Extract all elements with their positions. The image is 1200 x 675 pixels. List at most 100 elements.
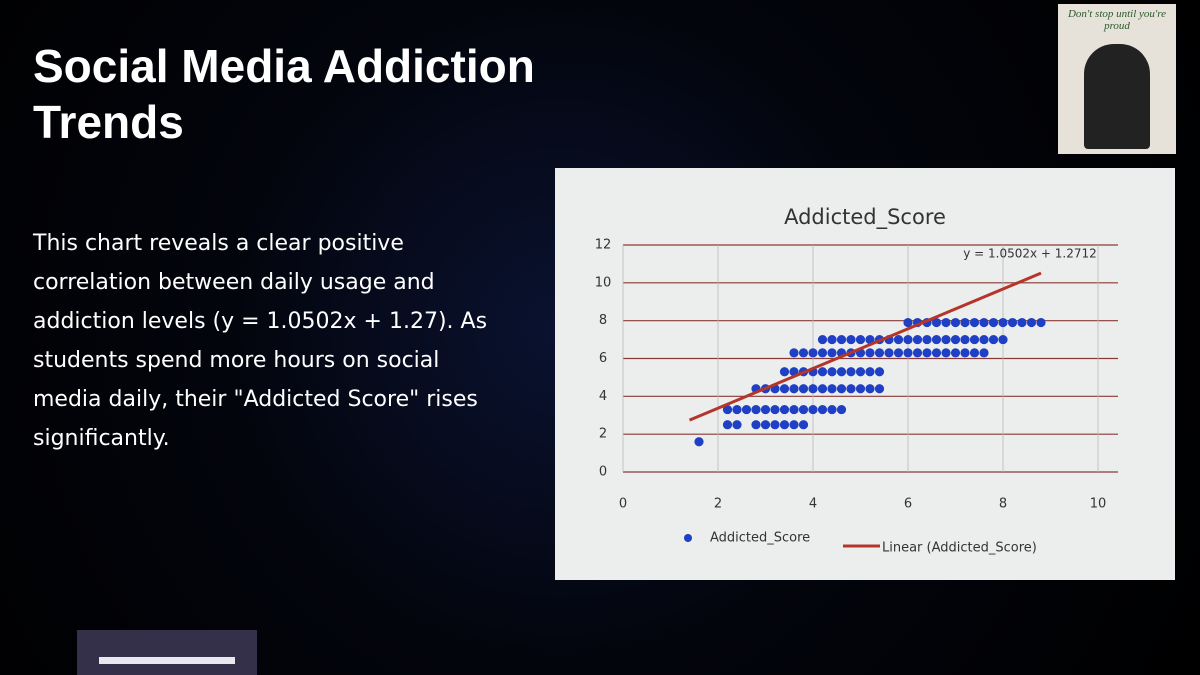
- point: [874, 367, 885, 377]
- point: [912, 334, 923, 345]
- point: [798, 384, 809, 394]
- point: [779, 404, 790, 415]
- point: [960, 334, 970, 345]
- point: [884, 348, 894, 358]
- point: [912, 348, 923, 358]
- point: [846, 334, 856, 345]
- point: [922, 348, 932, 358]
- point: [694, 437, 704, 447]
- point: [808, 384, 818, 394]
- point: [789, 348, 799, 358]
- y-tick-label: 0: [599, 465, 607, 480]
- point: [789, 384, 799, 394]
- point: [798, 348, 809, 358]
- point: [732, 404, 742, 415]
- point: [779, 384, 790, 394]
- chart-title: Addicted_Score: [784, 205, 946, 230]
- point: [1036, 317, 1046, 328]
- point: [732, 420, 742, 430]
- point: [979, 348, 989, 358]
- point: [998, 334, 1008, 345]
- point: [922, 334, 932, 345]
- point: [969, 348, 980, 358]
- legend-label: Addicted_Score: [710, 531, 810, 546]
- badge-text: Don't stop until you're proud: [1067, 8, 1167, 32]
- point: [950, 348, 961, 358]
- point: [865, 384, 875, 394]
- legend-label: Linear (Addicted_Score): [882, 541, 1037, 556]
- point: [836, 404, 847, 415]
- trendline: [688, 271, 1042, 422]
- point: [798, 404, 809, 415]
- point: [817, 367, 828, 377]
- point: [751, 404, 761, 415]
- point: [903, 348, 913, 358]
- chart-background: [555, 168, 1175, 580]
- x-tick-label: 10: [1090, 497, 1107, 512]
- point: [893, 334, 904, 345]
- point: [941, 334, 951, 345]
- slide-body: This chart reveals a clear positive corr…: [33, 231, 488, 451]
- point: [874, 384, 885, 394]
- point: [817, 348, 828, 358]
- point: [741, 404, 752, 415]
- point: [827, 334, 837, 345]
- point: [969, 334, 980, 345]
- point: [789, 420, 799, 430]
- point: [779, 420, 790, 430]
- point: [827, 384, 837, 394]
- point: [874, 348, 885, 358]
- point: [941, 317, 951, 328]
- point: [865, 348, 875, 358]
- x-tick-label: 2: [714, 497, 722, 512]
- x-tick-label: 0: [619, 497, 627, 512]
- footer-bar: [99, 657, 235, 664]
- point: [836, 384, 847, 394]
- point: [979, 317, 989, 328]
- point: [1007, 317, 1018, 328]
- point: [846, 384, 856, 394]
- y-tick-label: 2: [599, 427, 607, 442]
- legend-marker: [684, 534, 692, 542]
- y-tick-label: 10: [595, 275, 612, 290]
- x-tick-label: 8: [999, 497, 1007, 512]
- x-tick-label: 6: [904, 497, 912, 512]
- point: [836, 367, 847, 377]
- point: [950, 317, 961, 328]
- slide-title: Social Media Addiction Trends: [33, 40, 535, 148]
- x-tick-label: 4: [809, 497, 817, 512]
- point: [798, 420, 809, 430]
- point: [960, 317, 970, 328]
- point: [979, 334, 989, 345]
- footer-block: [77, 630, 257, 675]
- point: [855, 334, 866, 345]
- point: [950, 334, 961, 345]
- point: [808, 404, 818, 415]
- point: [789, 404, 799, 415]
- point: [903, 334, 913, 345]
- point: [960, 348, 970, 358]
- point: [827, 367, 837, 377]
- chart: Addicted_Score 0 2 4 6 8 10 12 0 2 4 6 8 10 y = 1.050…: [555, 168, 1175, 580]
- point: [827, 404, 837, 415]
- point: [988, 317, 999, 328]
- point: [931, 317, 942, 328]
- point: [1017, 317, 1027, 328]
- point: [969, 317, 980, 328]
- point: [827, 348, 837, 358]
- point: [817, 384, 828, 394]
- point: [770, 404, 780, 415]
- point: [846, 367, 856, 377]
- point: [988, 334, 999, 345]
- point: [779, 367, 790, 377]
- point: [722, 420, 733, 430]
- point: [865, 334, 875, 345]
- point: [808, 348, 818, 358]
- point: [836, 334, 847, 345]
- point: [722, 404, 733, 415]
- trendline-label: y = 1.0502x + 1.2712: [963, 247, 1097, 261]
- badge: Don't stop until you're proud: [1058, 4, 1176, 154]
- point: [760, 404, 771, 415]
- point: [998, 317, 1008, 328]
